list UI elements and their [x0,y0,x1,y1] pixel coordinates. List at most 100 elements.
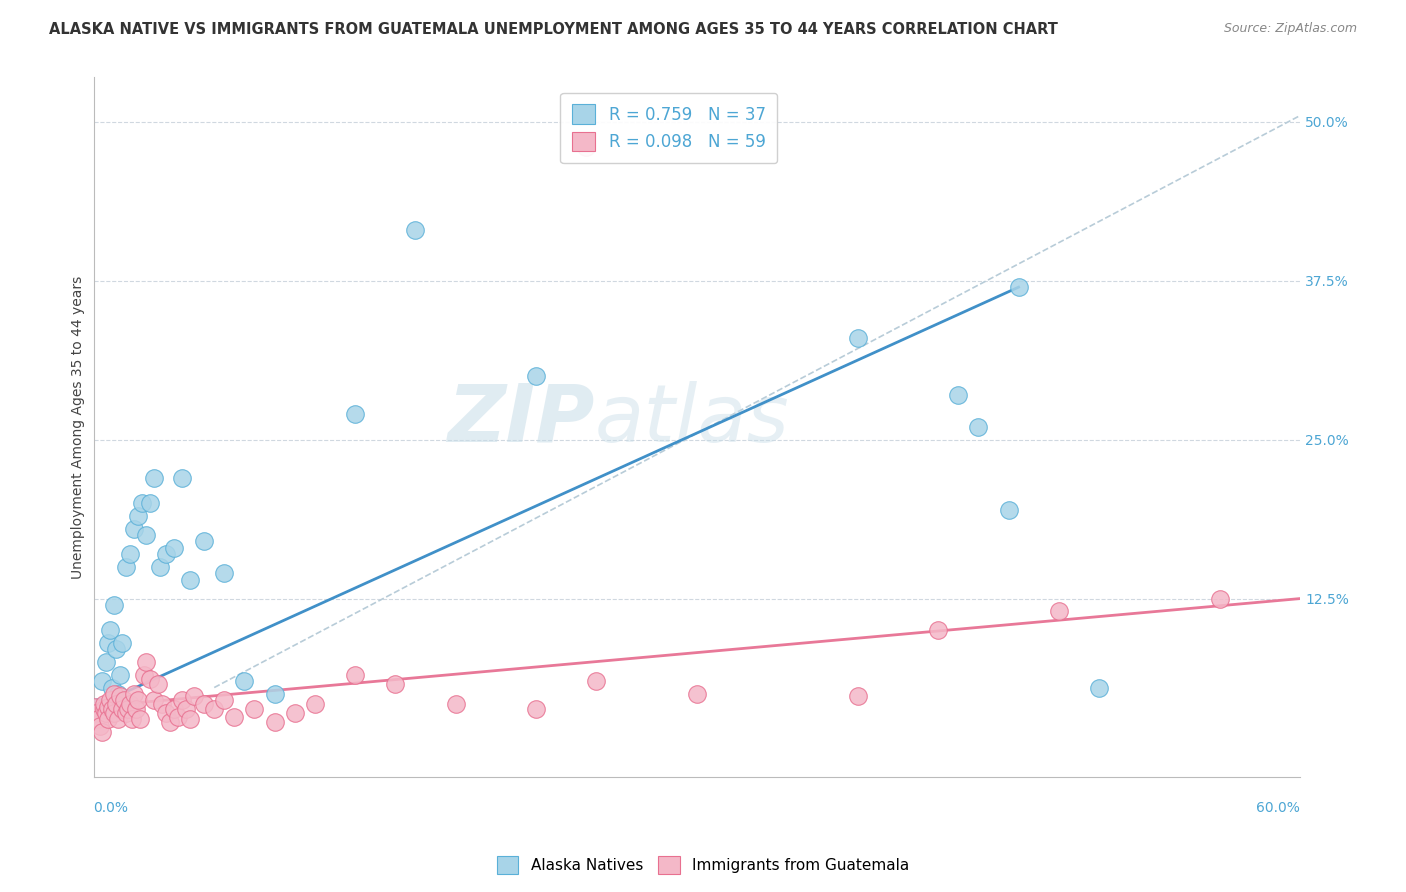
Point [103,598,125,612]
Point [179,712,201,726]
Point [89,719,111,733]
Point [167,710,190,724]
Point [214,566,236,581]
Point [142,693,165,707]
Point [170,471,193,485]
Point [146,677,169,691]
Point [155,706,177,720]
Point [104,642,127,657]
Point [193,534,215,549]
Point [155,547,177,561]
Point [98,693,121,707]
Point [97,712,120,726]
Point [404,223,426,237]
Point [170,693,193,707]
Point [135,528,157,542]
Text: atlas: atlas [595,381,789,459]
Point [127,693,149,707]
Point [94,655,117,669]
Point [104,697,127,711]
Point [90,674,112,689]
Point [90,725,112,739]
Point [159,714,181,729]
Point [343,407,366,421]
Point [304,697,326,711]
Point [948,388,970,402]
Legend: Alaska Natives, Immigrants from Guatemala: Alaska Natives, Immigrants from Guatemal… [491,850,915,880]
Point [163,541,186,555]
Point [103,706,125,720]
Point [128,712,150,726]
Text: ALASKA NATIVE VS IMMIGRANTS FROM GUATEMALA UNEMPLOYMENT AMONG AGES 35 TO 44 YEAR: ALASKA NATIVE VS IMMIGRANTS FROM GUATEMA… [49,22,1059,37]
Point [114,559,136,574]
Point [121,712,143,726]
Point [846,331,869,345]
Point [183,690,205,704]
Point [243,702,266,716]
Point [107,712,129,726]
Point [93,702,115,716]
Point [139,672,162,686]
Point [93,697,115,711]
Point [111,702,134,716]
Point [343,668,366,682]
Point [1007,280,1029,294]
Point [100,702,122,716]
Point [575,140,598,154]
Y-axis label: Unemployment Among Ages 35 to 44 years: Unemployment Among Ages 35 to 44 years [72,276,86,579]
Point [997,502,1019,516]
Point [86,699,108,714]
Point [263,687,285,701]
Point [1208,591,1230,606]
Point [118,697,141,711]
Point [163,702,186,716]
Point [174,702,197,716]
Point [179,573,201,587]
Point [846,690,869,704]
Point [1088,681,1111,695]
Point [224,710,246,724]
Point [927,624,949,638]
Point [384,677,406,691]
Point [150,697,173,711]
Point [524,369,547,384]
Point [284,706,307,720]
Point [107,687,129,701]
Point [97,699,120,714]
Point [967,420,990,434]
Point [108,668,131,682]
Point [111,636,134,650]
Legend: R = 0.759   N = 37, R = 0.098   N = 59: R = 0.759 N = 37, R = 0.098 N = 59 [561,93,778,163]
Point [114,706,136,720]
Point [214,693,236,707]
Point [86,712,108,726]
Point [135,655,157,669]
Point [122,687,145,701]
Point [202,702,225,716]
Point [142,471,165,485]
Point [193,697,215,711]
Point [103,687,125,701]
Point [100,681,122,695]
Point [117,702,139,716]
Point [233,674,256,689]
Text: Source: ZipAtlas.com: Source: ZipAtlas.com [1223,22,1357,36]
Point [97,636,120,650]
Point [131,496,153,510]
Point [132,668,155,682]
Point [112,693,135,707]
Point [139,496,162,510]
Point [524,702,547,716]
Point [98,624,121,638]
Point [122,522,145,536]
Text: 0.0%: 0.0% [94,801,128,815]
Point [108,690,131,704]
Text: ZIP: ZIP [447,381,595,459]
Point [94,706,117,720]
Point [84,706,107,720]
Point [149,559,172,574]
Point [118,547,141,561]
Point [686,687,709,701]
Point [585,674,607,689]
Point [83,699,105,714]
